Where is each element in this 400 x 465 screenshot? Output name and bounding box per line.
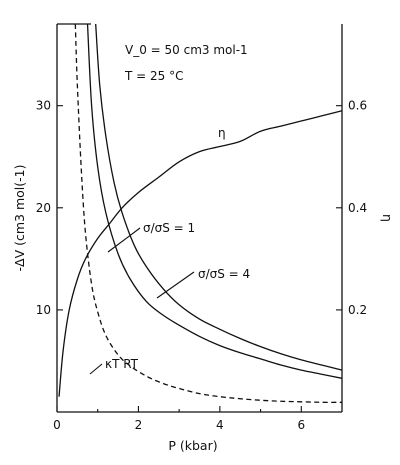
x-tick-label: 4 xyxy=(216,418,224,432)
series-label-eta: η xyxy=(218,126,226,140)
kappa-rt-curve xyxy=(74,23,343,403)
x-axis-title: P (kbar) xyxy=(168,438,217,453)
y-left-tick-label: 30 xyxy=(36,99,51,113)
sigma-ratio-4-curve xyxy=(95,23,343,371)
annotation-v0: V_0 = 50 cm3 mol-1 xyxy=(125,43,248,57)
sigma-ratio-1-curve xyxy=(86,23,343,379)
leader-sigma-4 xyxy=(156,271,195,299)
y-axis-left-title: -ΔV (cm3 mol(-1) xyxy=(12,165,27,272)
x-tick-label: 2 xyxy=(135,418,143,432)
series-label-sigma-4: σ/σS = 4 xyxy=(198,267,250,281)
y-right-tick-label: 0.6 xyxy=(348,99,367,113)
ticks-layer: 0 2 4 6 10 20 30 0.2 0.4 0.6 xyxy=(36,99,367,432)
curves-layer xyxy=(58,23,343,403)
series-label-sigma-1: σ/σS = 1 xyxy=(143,221,195,235)
series-label-kappa: κT RT xyxy=(105,357,139,371)
y-left-tick-label: 20 xyxy=(36,201,51,215)
x-tick-label: 0 xyxy=(53,418,61,432)
leader-kappa xyxy=(89,363,103,375)
y-left-tick-label: 10 xyxy=(36,303,51,317)
x-tick-label: 6 xyxy=(297,418,305,432)
y-axis-right-title: η xyxy=(380,214,395,222)
eta-curve xyxy=(58,110,343,397)
y-right-tick-label: 0.2 xyxy=(348,303,367,317)
leader-sigma-1 xyxy=(107,227,141,253)
annotation-temperature: T = 25 °C xyxy=(124,69,183,83)
y-right-tick-label: 0.4 xyxy=(348,201,367,215)
